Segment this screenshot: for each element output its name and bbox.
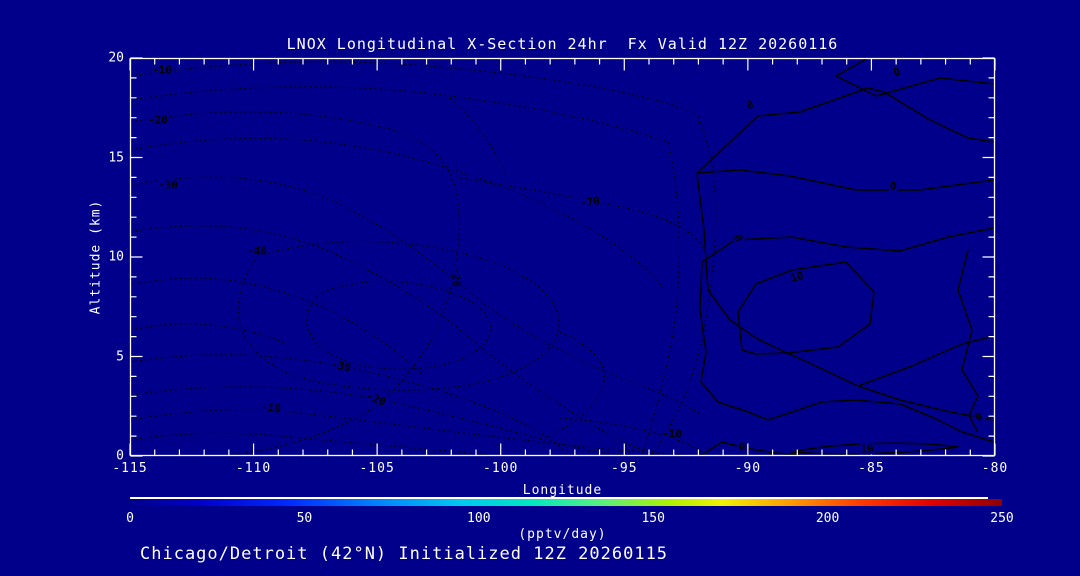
contour-value-label: 0 [737,440,747,454]
contour-value-label: 0 [888,179,898,193]
contour-lines [130,58,995,456]
x-axis-tick-label: -85 [858,461,885,476]
contour-value-label: -70 [578,194,602,210]
colorbar-tick-label: 100 [467,511,491,526]
contour-value-label: -20 [449,266,463,288]
colorbar-tick-label: 250 [990,511,1014,526]
x-axis-tick-label: -105 [359,461,395,476]
x-axis-tick-label: -95 [611,461,638,476]
colorbar-units-label: (pptv/day) [518,527,607,542]
y-axis-tick-label: 5 [116,349,124,364]
contour-value-label: -40 [246,244,268,258]
colorbar-tick-label: 150 [641,511,665,526]
contour-value-label: -20 [147,113,169,127]
contour-value-label: -30 [157,178,179,192]
x-axis-tick-label: -80 [981,461,1009,476]
y-axis-tick-label: 15 [108,150,124,165]
plot-subtitle: Chicago/Detroit (42°N) Initialized 12Z 2… [140,544,669,564]
contour-value-label: 10 [859,442,875,456]
x-axis-tick-label: -110 [235,461,272,476]
contour-value-label: -10 [151,63,173,77]
plot-frame [129,57,996,457]
contour-value-label: -10 [661,427,683,441]
negative-dashed-contours [130,61,717,456]
colorbar-tick-label: 50 [296,511,313,526]
x-axis-tick-label: -90 [734,461,762,476]
colorbar-axis-line [130,497,988,499]
x-axis-title: Longitude [522,483,603,498]
y-axis-tick-label: 20 [108,50,124,66]
plot-title: LNOX Longitudinal X-Section 24hr Fx Vali… [286,35,839,53]
colorbar-gradient [130,499,1002,506]
zero-positive-solid-contours [696,58,995,456]
colorbar-tick-label: 0 [126,511,134,526]
y-axis-tick-label: 10 [108,249,124,265]
colorbar-tick-label: 200 [815,511,840,526]
x-axis-tick-label: -100 [483,461,519,476]
x-axis-tick-label: -115 [112,461,148,476]
contour-value-label: -10 [259,400,283,416]
y-axis-tick-label: 0 [116,448,124,464]
